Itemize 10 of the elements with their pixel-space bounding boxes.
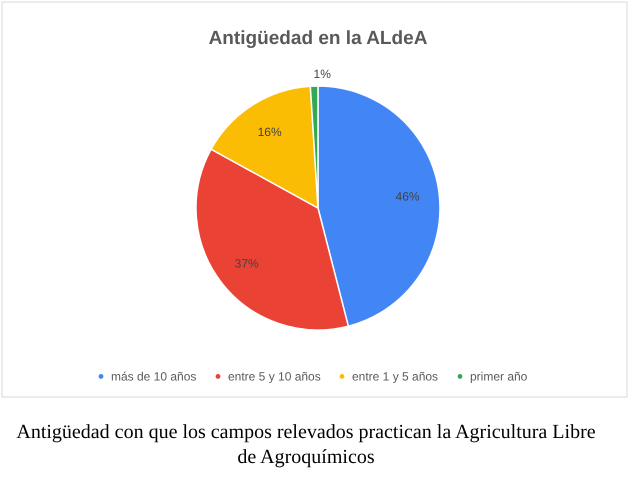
legend-label: primer año bbox=[470, 369, 528, 384]
data-label: 46% bbox=[396, 190, 420, 204]
legend-label: entre 1 y 5 años bbox=[352, 369, 438, 384]
legend-label: entre 5 y 10 años bbox=[228, 369, 321, 384]
data-label: 1% bbox=[314, 67, 332, 82]
legend-label: más de 10 años bbox=[111, 369, 196, 384]
data-label: 37% bbox=[234, 256, 259, 270]
chart-title: Antigüedad en la ALdeA bbox=[208, 28, 428, 49]
data-label: 16% bbox=[258, 124, 282, 139]
text: Antigüedad con que los campos relevados practican la Agricultura Libre de Agroquímicos bbox=[16, 421, 596, 468]
